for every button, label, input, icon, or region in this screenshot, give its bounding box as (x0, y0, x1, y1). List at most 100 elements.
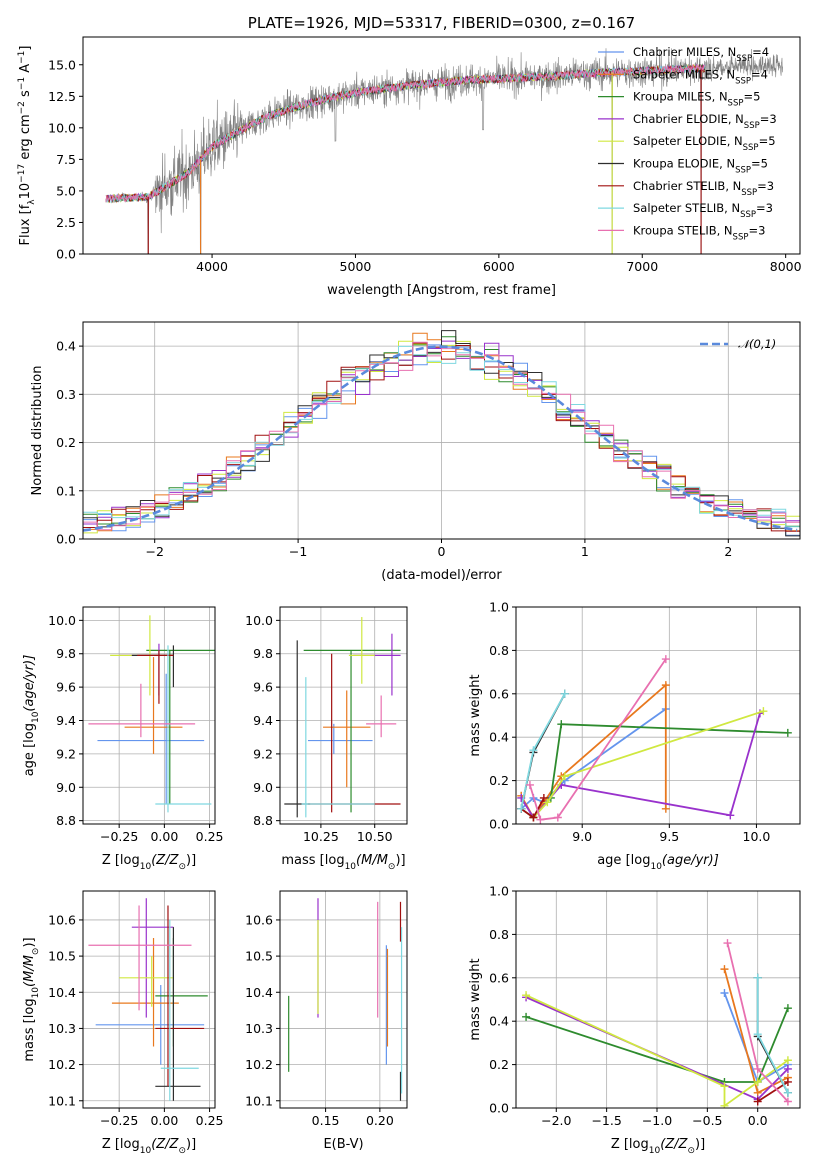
residual-ylabel: Normed distribution (30, 366, 45, 496)
mass-weight-vs-metallicity-plot: −2.0 −1.5 −1.0 −0.5 0.0 0.0 0.2 0.4 0.6 0.8 1.0 (489, 884, 801, 1128)
residual-histogram-step (83, 345, 800, 532)
legend-entry: Kroupa MILES, NSSP=5 (633, 90, 760, 109)
mass-weight-point (543, 798, 552, 807)
legend-entry: Chabrier MILES, NSSP=4 (633, 45, 769, 64)
y-tick-label: 10.0 (245, 613, 273, 628)
y-tick-label: 10.3 (245, 1021, 273, 1036)
x-tick-label: −0.25 (100, 829, 138, 844)
axes-frame (515, 606, 801, 825)
mass-weight-point (529, 746, 538, 755)
axes-frame (82, 890, 216, 1109)
y-tick-label: 0.4 (56, 339, 76, 354)
y-tick-label: 9.0 (253, 780, 273, 795)
mass-weight-point (783, 1077, 792, 1086)
mass-weight-point (783, 1056, 792, 1065)
mass-vs-metallicity-plot-marks (88, 898, 208, 1101)
y-tick-label: 5.0 (56, 183, 76, 198)
x-tick-label: 6000 (483, 259, 515, 274)
y-tick-label: 9.2 (253, 746, 273, 761)
mass-z-ylabel: mass [log10(M/M⊙)] (22, 937, 41, 1061)
age-vs-mass-plot: 10.25 10.50 8.8 9.0 9.2 9.4 9.6 9.8 10.0 (245, 606, 408, 844)
mass-weight-point (553, 813, 562, 822)
axes-frame (82, 606, 216, 825)
y-tick-label: 0.0 (489, 1101, 509, 1116)
x-tick-label: 10.25 (303, 829, 339, 844)
y-tick-label: 9.0 (56, 780, 76, 795)
y-tick-label: 0.4 (489, 1014, 509, 1029)
age-z-xlabel: Z [log10(Z/Z⊙)] (102, 853, 196, 872)
x-tick-label: 8000 (770, 259, 802, 274)
x-tick-label: 0.00 (150, 829, 178, 844)
y-tick-label: 0.0 (489, 817, 509, 832)
mass-weight-point (720, 988, 729, 997)
mass-weight-series-line (529, 658, 667, 821)
mass-weight-point (529, 813, 538, 822)
mass-weight-series-line (525, 1007, 789, 1083)
y-tick-label: 0.0 (56, 247, 76, 262)
x-tick-label: 0.00 (150, 1113, 178, 1128)
y-tick-label: 10.6 (245, 912, 273, 927)
y-tick-label: 0.1 (56, 483, 76, 498)
y-tick-label: 0.2 (56, 435, 76, 450)
x-tick-label: 4000 (196, 259, 228, 274)
mass-weight-point (753, 1097, 762, 1106)
gaussian-curve (83, 345, 798, 532)
age-vs-mass-plot-marks (284, 617, 401, 818)
y-tick-label: 12.5 (48, 89, 76, 104)
mass-weight-point (560, 772, 569, 781)
x-tick-label: 1 (581, 544, 589, 559)
x-tick-label: 5000 (340, 259, 372, 274)
mass-vs-ebv-plot-marks (288, 898, 403, 1101)
mass-weight-point (720, 1101, 729, 1108)
x-tick-label: 0.15 (312, 1113, 340, 1128)
y-tick-label: 10.2 (48, 1057, 76, 1072)
x-tick-label: 2 (724, 544, 732, 559)
spectrum-ylabel: Flux [fλ10−17 erg cm−2 s−1 A−1] (17, 46, 37, 246)
mass-z-xlabel: Z [log10(Z/Z⊙)] (102, 1137, 196, 1156)
legend-entry: Kroupa STELIB, NSSP=3 (633, 223, 765, 242)
mass-weight-point (539, 793, 548, 802)
y-tick-label: 10.4 (245, 985, 273, 1000)
y-tick-label: 2.5 (56, 215, 76, 230)
mass-weight-point (726, 811, 735, 820)
axes-frame (279, 606, 408, 825)
x-tick-label: 0 (438, 544, 446, 559)
y-tick-label: 7.5 (56, 152, 76, 167)
y-tick-label: 9.4 (56, 713, 76, 728)
mass-weight-series-line (757, 1081, 789, 1103)
legend-entry: Salpeter MILES, NSSP=4 (633, 67, 768, 86)
mass-weight-vs-age-plot: 9.0 9.5 10.0 0.0 0.2 0.4 0.6 0.8 1.0 (489, 600, 801, 844)
spectrum-legend: Chabrier MILES, NSSP=4 Salpeter MILES, NS… (598, 45, 777, 242)
y-tick-label: 10.0 (48, 120, 76, 135)
y-tick-label: 10.5 (48, 949, 76, 964)
x-tick-label: −2 (145, 544, 163, 559)
x-tick-label: −0.5 (692, 1113, 722, 1128)
mass-weight-point (753, 1077, 762, 1086)
spectrum-title: PLATE=1926, MJD=53317, FIBERID=0300, z=0… (248, 14, 635, 32)
mass-weight-point (753, 973, 762, 982)
y-tick-label: 1.0 (489, 884, 509, 899)
y-tick-label: 1.0 (489, 600, 509, 615)
y-tick-label: 10.6 (48, 912, 76, 927)
y-tick-label: 9.6 (56, 680, 76, 695)
mass-weight-point (723, 939, 732, 948)
mass-weight-point (661, 804, 670, 813)
mass-weight-point (560, 689, 569, 698)
residual-histogram-plot-marks (83, 330, 800, 538)
mass-weight-vs-age-plot-marks (517, 655, 792, 824)
mw-age-xlabel: age [log10(age/yr)] (597, 853, 719, 872)
mass-weight-point (517, 804, 526, 813)
legend-entry: Kroupa ELODIE, NSSP=5 (633, 157, 768, 176)
mass-weight-point (661, 655, 670, 664)
mass-weight-point (557, 720, 566, 729)
y-tick-label: 10.1 (245, 1093, 273, 1108)
mass-weight-vs-metallicity-plot-marks (522, 939, 792, 1108)
x-tick-label: 0.20 (366, 1113, 394, 1128)
y-tick-label: 15.0 (48, 57, 76, 72)
x-tick-label: 9.5 (659, 829, 679, 844)
age-z-ylabel: age [log10(age/yr)] (22, 655, 41, 777)
residual-histogram-plot: −2 −1 0 1 2 0.0 0.1 0.2 0.3 0.4 (56, 321, 801, 559)
legend-entry: Salpeter STELIB, NSSP=3 (633, 201, 773, 220)
x-tick-label: 0.25 (196, 1113, 224, 1128)
model-fit-line (105, 63, 706, 203)
